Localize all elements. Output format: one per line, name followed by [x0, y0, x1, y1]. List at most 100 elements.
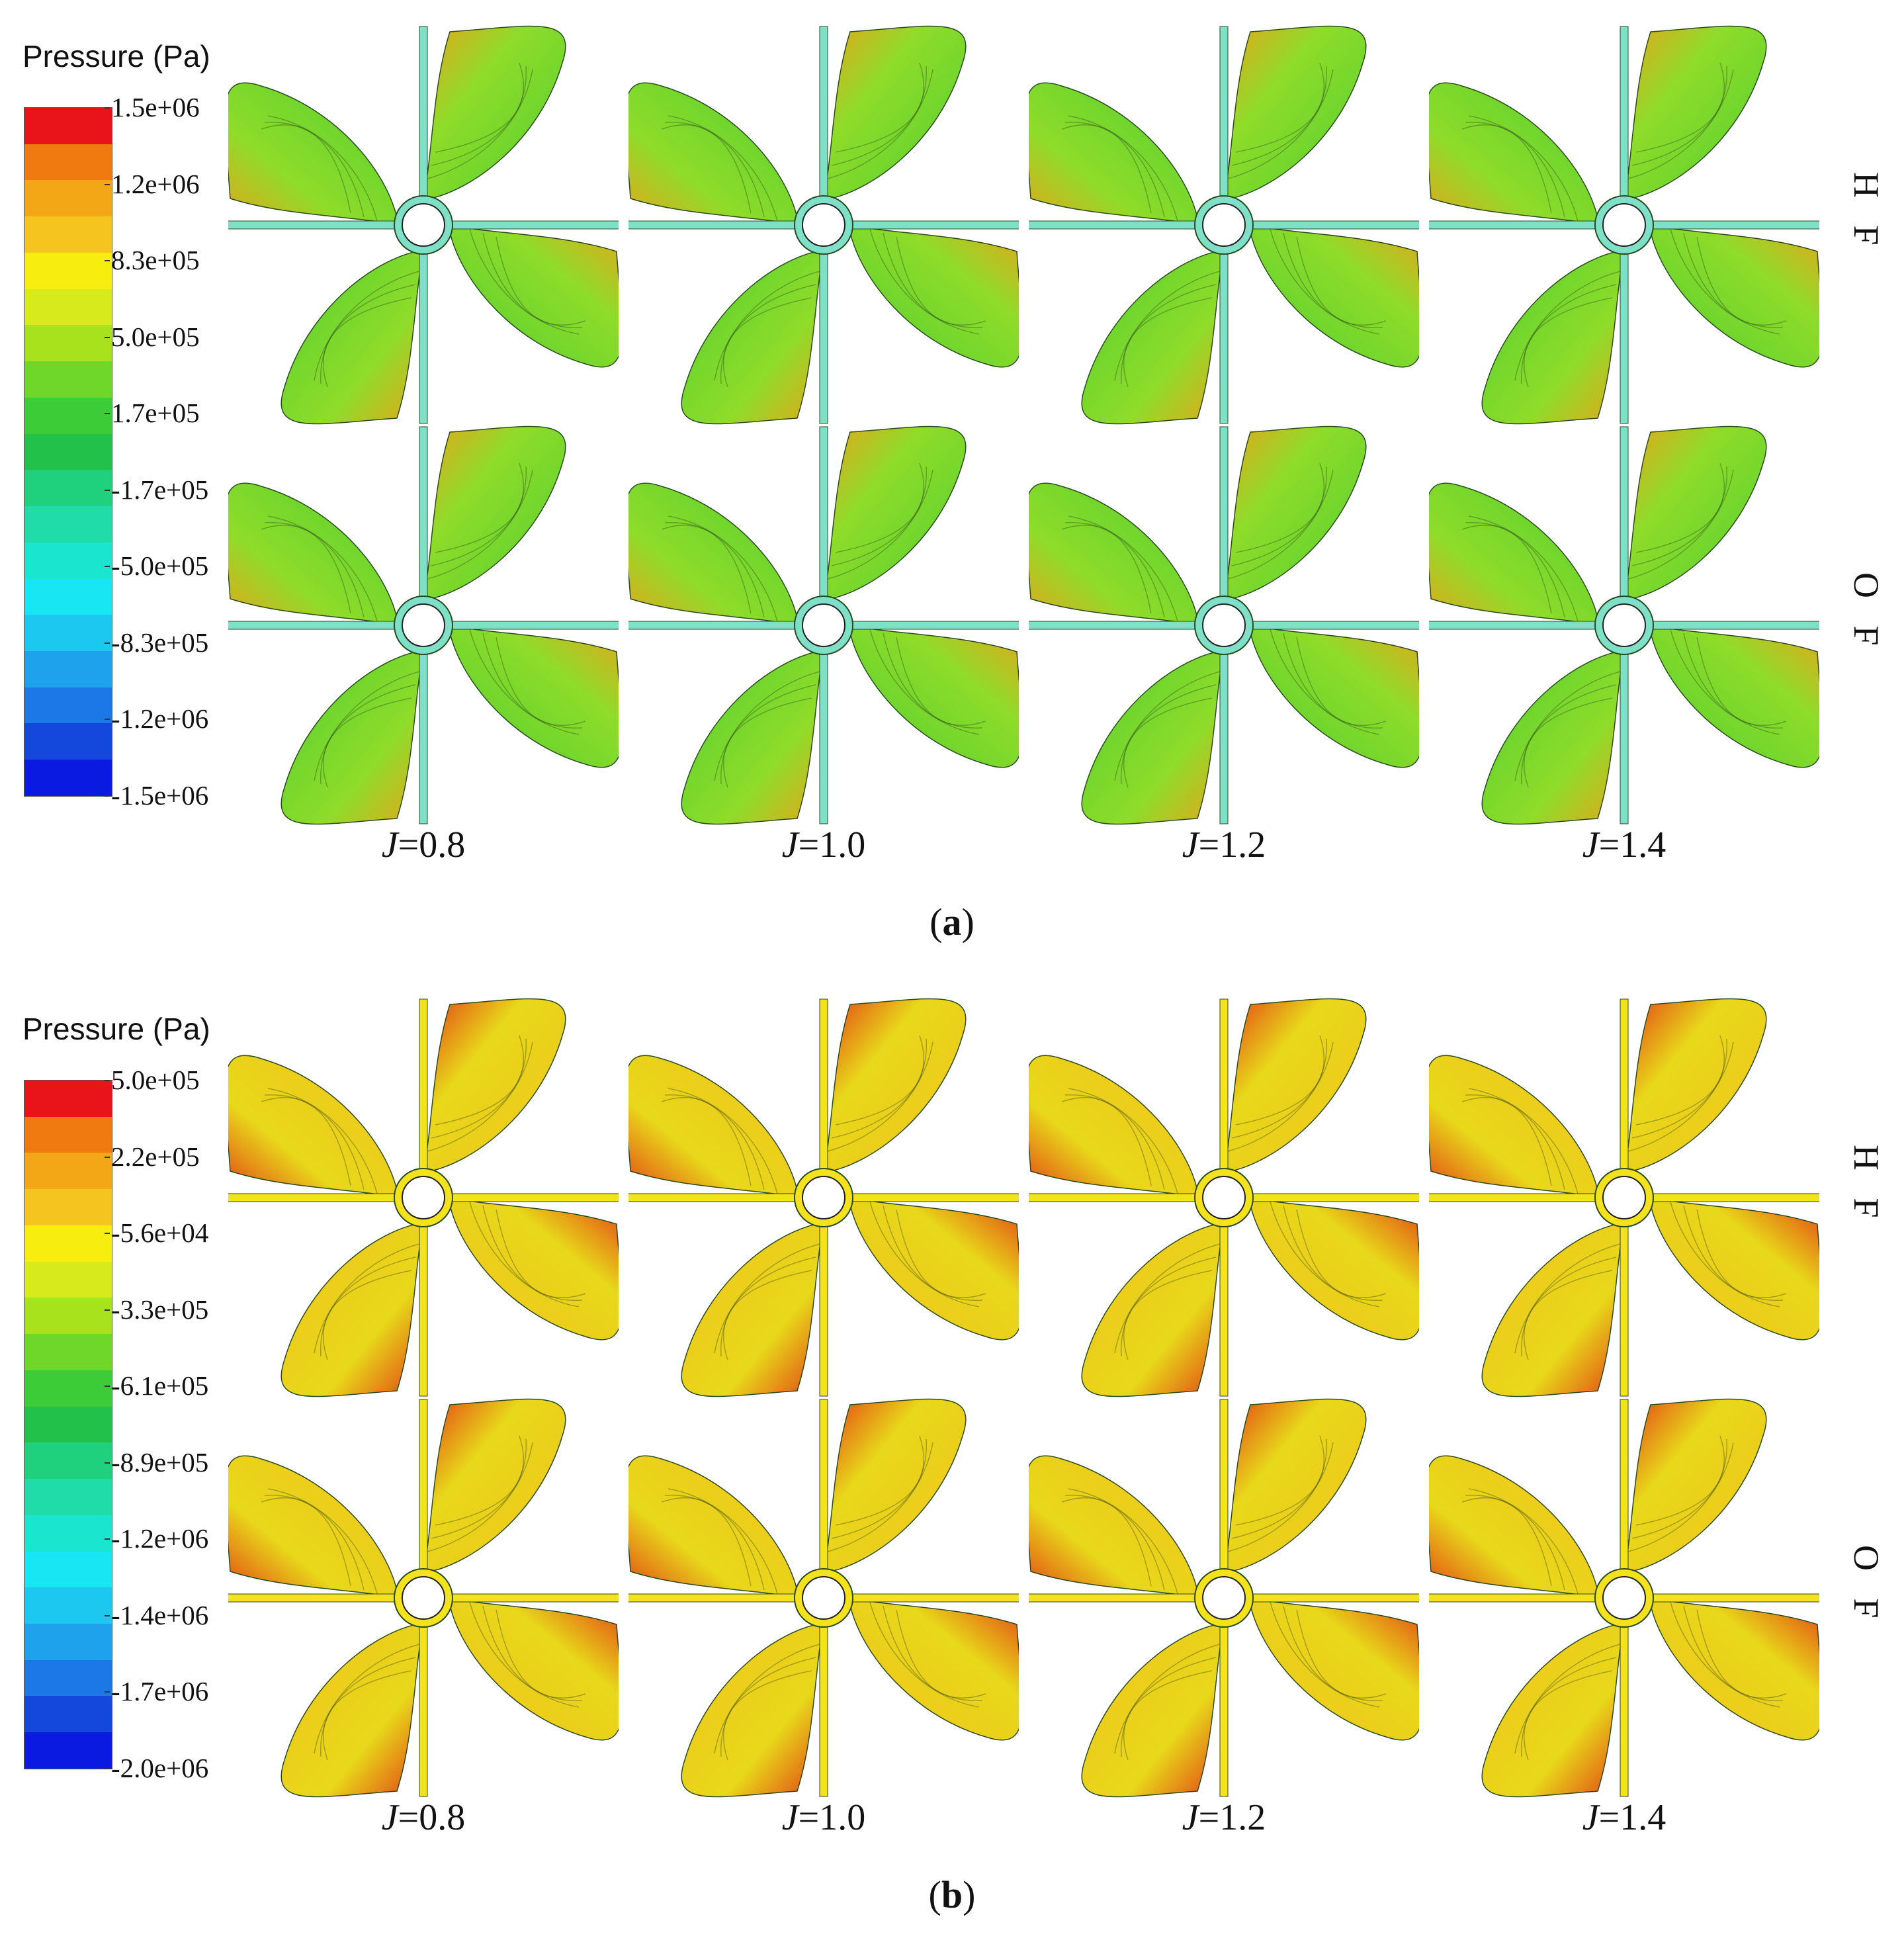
contour-line [1465, 522, 1565, 618]
colorbar-tick-label: -1.2e+06 [104, 703, 209, 734]
contour-line [469, 1601, 580, 1708]
contour-line [831, 466, 927, 566]
caption-letter: a [942, 901, 962, 944]
propeller-blade [448, 1597, 619, 1741]
advance-ratio-symbol: J [781, 824, 799, 865]
contour-line [1121, 284, 1217, 384]
contour-line [831, 66, 927, 166]
propeller-blade [1248, 1197, 1419, 1341]
hub-bore [402, 1176, 445, 1219]
advance-ratio-symbol: J [1182, 1797, 1199, 1838]
colorbar-band [24, 433, 112, 470]
hub-bore [402, 1576, 445, 1620]
blade-root-edge [1219, 1399, 1229, 1575]
colorbar-band [24, 1116, 112, 1153]
advance-ratio-symbol: J [1582, 824, 1599, 865]
blade-root-edge [819, 26, 828, 202]
panel-b: Pressure (Pa) 5.0e+05 2.2e+05 -5.6e+04 -3.3e… [0, 973, 1904, 1942]
contour-line [722, 1670, 812, 1761]
blade-root-edge [1029, 1593, 1201, 1603]
contour-line [1521, 1257, 1617, 1357]
advance-ratio-symbol: J [1182, 824, 1199, 865]
contour-line [835, 62, 925, 153]
propeller-blade [423, 25, 566, 200]
contour-line [1231, 1438, 1327, 1539]
propeller-blade [228, 1455, 399, 1599]
advance-ratio-symbol: J [381, 824, 398, 865]
propeller-blade [628, 482, 799, 626]
contour-line [1114, 1243, 1221, 1354]
contour-line [1123, 297, 1213, 388]
advance-ratio-label: J=1.2 [1182, 1796, 1266, 1839]
contour-line [720, 1657, 816, 1757]
blade-root-edge [1429, 1593, 1602, 1603]
propeller-blade [823, 25, 967, 200]
colorbar-band [24, 687, 112, 724]
contour-line [1514, 671, 1621, 781]
contour-line [264, 122, 365, 218]
propeller-blade [848, 224, 1019, 368]
contour-line [264, 1094, 365, 1190]
colorbar-band [24, 1732, 112, 1769]
contour-line [267, 115, 378, 222]
advance-ratio-label: J=1.0 [782, 1796, 865, 1839]
contour-line [1627, 469, 1734, 580]
contour-line [1296, 637, 1387, 727]
blade-root-edge [1429, 621, 1602, 630]
contour-line [896, 1209, 986, 1299]
blade-root-edge [1620, 26, 1629, 202]
colorbar-tick-label: 5.0e+05 [105, 321, 200, 352]
blade-root-edge [628, 621, 801, 630]
propeller-render-row1-col3 [1029, 993, 1419, 1403]
advance-ratio-value: =0.8 [398, 1797, 466, 1838]
contour-line [835, 1035, 925, 1125]
advance-ratio-label: J=1.0 [782, 824, 865, 866]
blade-root-edge [1620, 426, 1629, 603]
colorbar-band [24, 252, 112, 289]
propeller-blade [1649, 1597, 1819, 1741]
propeller-blade [681, 1622, 824, 1798]
propeller-blade [848, 1597, 1019, 1741]
contour-line [1064, 522, 1165, 618]
colorbar-tick-label: 8.3e+05 [105, 245, 200, 276]
blade-root-edge [419, 1399, 428, 1575]
contour-line [1270, 228, 1380, 335]
colorbar-tick-label: -1.4e+06 [104, 1599, 209, 1630]
contour-line [496, 236, 586, 326]
propeller-render-row1-col3 [1029, 20, 1419, 430]
contour-line [1114, 271, 1221, 381]
colorbar-tick-label: -1.7e+05 [104, 474, 209, 505]
colorbar-band [24, 1587, 112, 1624]
colorbar-band [24, 1696, 112, 1733]
blade-root-edge [1620, 648, 1629, 824]
contour-line [668, 1088, 778, 1194]
contour-line [314, 1243, 420, 1354]
contour-line [1064, 122, 1165, 218]
propeller-blade [448, 224, 619, 368]
contour-line [469, 228, 580, 335]
contour-line [883, 1605, 983, 1701]
blade-root-edge [228, 1193, 401, 1202]
propeller-blade [1481, 249, 1625, 425]
row-label: H F [1846, 172, 1886, 255]
propeller-blade [1029, 1055, 1199, 1198]
contour-line [896, 637, 986, 727]
contour-line [1231, 66, 1327, 166]
contour-line [1235, 463, 1325, 553]
contour-line [1635, 1435, 1725, 1526]
blade-root-edge [419, 1220, 428, 1397]
blade-root-edge [419, 26, 428, 202]
contour-line [1670, 1601, 1780, 1708]
colorbar-tick-label: -8.3e+05 [104, 627, 209, 658]
contour-line [267, 515, 378, 622]
contour-line [869, 629, 980, 735]
contour-line [1696, 236, 1787, 326]
colorbar-band [24, 1515, 112, 1552]
contour-line [720, 1257, 816, 1357]
contour-line [1521, 1657, 1617, 1757]
contour-line [322, 297, 412, 388]
propeller-blade [281, 249, 424, 425]
contour-line [896, 1609, 986, 1699]
contour-line [1468, 1088, 1579, 1194]
contour-line [661, 1497, 752, 1587]
